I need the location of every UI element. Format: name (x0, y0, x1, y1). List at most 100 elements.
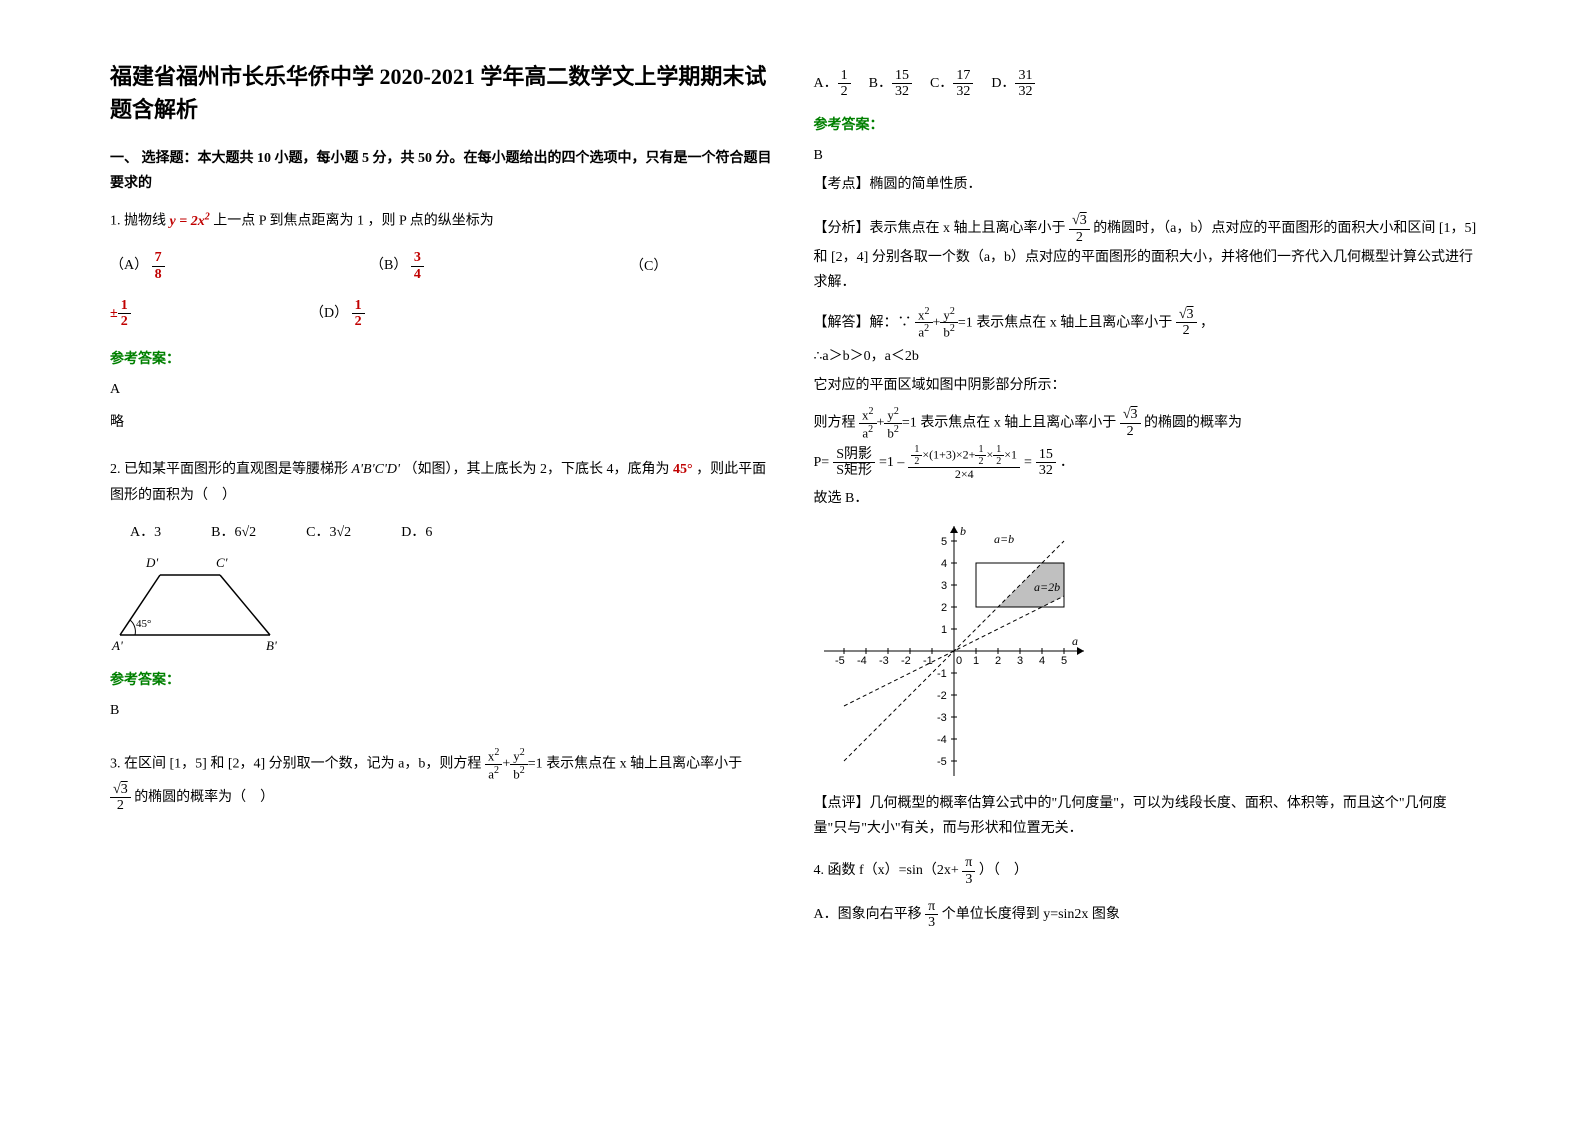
q1-optA-label: （A） (110, 258, 148, 273)
svg-text:1: 1 (973, 655, 979, 667)
q2-optA-pre: A． (130, 525, 154, 540)
svg-text:-5: -5 (835, 655, 845, 667)
region-text: 它对应的平面区域如图中阴影部分所示： (814, 373, 1478, 398)
jieda-label: 【解答】 (814, 315, 870, 330)
q2-optB-pre: B． (211, 525, 234, 540)
q4-text-a: 4. 函数 f（x）=sin（2x+ (814, 863, 959, 878)
fenxi: 【分析】表示焦点在 x 轴上且离心率小于 32 的椭圆时，（a，b）点对应的平面… (814, 213, 1478, 295)
svg-text:4: 4 (941, 558, 947, 570)
q1-optD-label: （D） (310, 306, 348, 321)
q1-D-num: 1 (352, 298, 365, 314)
q2-optD-pre: D． (401, 525, 425, 540)
q3-text-c: 的椭圆的概率为（ ） (134, 790, 274, 805)
trap-A: A' (111, 638, 123, 653)
q3-text-b: 表示焦点在 x 轴上且离心率小于 (546, 757, 742, 772)
prob-line: 则方程 x2a2+y2b2=1 表示焦点在 x 轴上且离心率小于 32 的椭圆的… (814, 406, 1478, 440)
region-chart: -5-4-3-2-1 0 12345 54321 -1-2-3-4-5 (814, 521, 1094, 781)
prob-c: 的椭圆的概率为 (1144, 415, 1242, 430)
svg-text:-4: -4 (937, 734, 947, 746)
q1-answer: A (110, 377, 774, 402)
q1-pm: ± (110, 306, 118, 321)
svg-text:4: 4 (1039, 655, 1045, 667)
q3-optA-num: 1 (838, 68, 851, 84)
svg-text:0: 0 (956, 655, 962, 667)
svg-text:1: 1 (941, 624, 947, 636)
svg-text:-2: -2 (901, 655, 911, 667)
svg-text:5: 5 (1061, 655, 1067, 667)
fenxi-label: 【分析】 (814, 221, 870, 236)
q1-options-2: ±12 （D） 12 (110, 298, 774, 330)
q3-optD-den: 32 (1015, 84, 1035, 99)
q1-A-den: 8 (152, 267, 165, 282)
kaodian-label: 【考点】 (814, 177, 870, 192)
q3-optD-pre: D． (991, 76, 1015, 91)
dianping-label: 【点评】 (814, 796, 870, 811)
left-column: 福建省福州市长乐华侨中学 2020-2021 学年高二数学文上学期期末试题含解析… (90, 60, 794, 1062)
svg-text:2: 2 (941, 602, 947, 614)
q1-math: y = 2x2 (170, 214, 210, 229)
p-den: S矩形 (833, 463, 875, 478)
q3-optC-den: 32 (953, 84, 973, 99)
cond: ∴a＞b＞0，a＜2b (814, 344, 1478, 369)
q4-pi-den: 3 (962, 872, 975, 887)
q3-optC-pre: C． (930, 76, 953, 91)
q1-C-den: 2 (118, 314, 131, 329)
right-column: A．12 B．1532 C．1732 D．3132 参考答案： B 【考点】椭圆… (794, 60, 1498, 1062)
fenxi-text: 表示焦点在 x 轴上且离心率小于 (870, 221, 1070, 236)
q1-A-num: 7 (152, 250, 165, 266)
svg-text:-5: -5 (937, 756, 947, 768)
svg-text:-4: -4 (857, 655, 867, 667)
q3-optC-num: 17 (953, 68, 973, 84)
q2-text-b: （如图），其上底长为 2，下底长 4，底角为 (404, 462, 670, 477)
q2-optC: 3√2 (330, 525, 352, 540)
q2-optC-pre: C． (306, 525, 329, 540)
jieda-a: 解：∵ (870, 315, 912, 330)
prob-a: 则方程 (814, 415, 856, 430)
eq1: =1 – (879, 450, 904, 475)
q3-optD-num: 31 (1015, 68, 1035, 84)
svg-text:-1: -1 (937, 668, 947, 680)
q1-B-den: 4 (411, 267, 424, 282)
q1-optC-label: （C） (630, 259, 667, 274)
q4-optA-b: 个单位长度得到 y=sin2x 图象 (942, 907, 1120, 922)
q2-math: A'B'C'D' (352, 462, 401, 477)
svg-text:b: b (960, 524, 966, 538)
q3-optB-pre: B． (869, 76, 892, 91)
q1-text-b: 上一点 P 到焦点距离为 1 ，则 P 点的纵坐标为 (213, 214, 494, 229)
q2: 2. 已知某平面图形的直观图是等腰梯形 A'B'C'D' （如图），其上底长为 … (110, 457, 774, 507)
q2-text-a: 2. 已知某平面图形的直观图是等腰梯形 (110, 462, 352, 477)
svg-text:a: a (1072, 634, 1078, 648)
svg-text:a=2b: a=2b (1034, 580, 1060, 594)
eq2: = (1024, 450, 1032, 475)
q3-answer-label: 参考答案： (814, 112, 1478, 137)
q4-optA-a: A．图象向右平移 (814, 907, 926, 922)
q4-pi-num: π (962, 855, 975, 871)
q2-angle: 45° (673, 462, 693, 477)
sqrt3-c: 3 (1187, 307, 1194, 322)
jieda-c: ， (1200, 315, 1214, 330)
trapezoid-figure: D' C' A' B' 45° (110, 555, 290, 655)
svg-text:2: 2 (995, 655, 1001, 667)
q3: 3. 在区间 [1，5] 和 [2，4] 分别取一个数，记为 a，b，则方程 x… (110, 747, 774, 813)
q3-optB-num: 15 (892, 68, 912, 84)
q3-optA-pre: A． (814, 76, 838, 91)
q3-optA-den: 2 (838, 84, 851, 99)
jieda: 【解答】解：∵ x2a2+y2b2=1 表示焦点在 x 轴上且离心率小于 32 … (814, 306, 1478, 340)
trap-angle-text: 45° (136, 618, 151, 630)
q2-options: A．3 B．6√2 C．3√2 D．6 (130, 520, 774, 545)
dianping-text: 几何概型的概率估算公式中的"几何度量"，可以为线段长度、面积、体积等，而且这个"… (814, 796, 1447, 836)
sqrt3-b: 3 (1080, 213, 1087, 228)
q2-answer-label: 参考答案： (110, 667, 774, 692)
q3-answer: B (814, 143, 1478, 168)
p-result: 15 (1036, 447, 1056, 463)
kaodian-text: 椭圆的简单性质． (870, 177, 982, 192)
q2-optA: 3 (154, 525, 161, 540)
q4: 4. 函数 f（x）=sin（2x+ π3 ）（ ） (814, 855, 1478, 887)
svg-text:5: 5 (941, 536, 947, 548)
q4-pi-num2: π (925, 899, 938, 915)
prob-b: 表示焦点在 x 轴上且离心率小于 (920, 415, 1116, 430)
jieda-b: 表示焦点在 x 轴上且离心率小于 (976, 315, 1172, 330)
q4-pi-den2: 3 (925, 915, 938, 930)
q1-answer-label: 参考答案： (110, 346, 774, 371)
sqrt3-d: 3 (1131, 407, 1138, 422)
